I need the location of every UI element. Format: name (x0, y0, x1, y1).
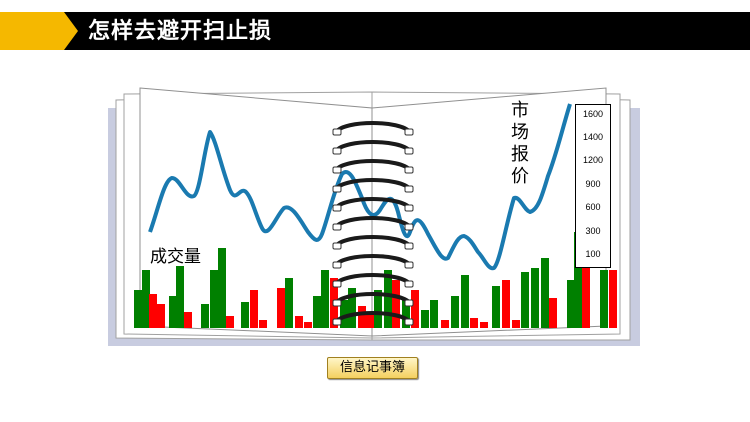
page-title: 怎样去避开扫止损 (88, 18, 273, 44)
binding-hole-right (404, 128, 414, 136)
volume-bars (134, 232, 617, 328)
binding-hole-left (332, 242, 342, 250)
volume-bar (201, 304, 209, 328)
volume-bar (521, 272, 529, 328)
binding-hole-left (332, 128, 342, 136)
spiral-binding (332, 121, 414, 326)
volume-bar (218, 248, 226, 328)
volume-bar (512, 320, 520, 328)
volume-bar (411, 290, 419, 328)
volume-bar (600, 270, 608, 328)
volume-bar (541, 258, 549, 328)
volume-bar (157, 304, 165, 328)
scale-tick: 1200 (582, 155, 604, 165)
volume-bar (321, 270, 329, 328)
binding-hole-right (404, 147, 414, 155)
volume-bar (169, 296, 177, 328)
binding-hole-right (404, 185, 414, 193)
volume-bar (582, 258, 590, 328)
volume-bar (549, 298, 557, 328)
price-label: 市场报价 (511, 100, 529, 187)
price-line (148, 103, 572, 271)
scale-tick: 100 (585, 249, 601, 259)
price-scale: 1600 1400 1200 900 600 300 100 (575, 104, 611, 268)
binding-hole-right (404, 299, 414, 307)
volume-bar (384, 270, 392, 328)
binding-hole-right (404, 261, 414, 269)
scale-tick: 600 (585, 202, 601, 212)
binding-hole-right (404, 280, 414, 288)
volume-bar (259, 320, 267, 328)
volume-bar (374, 290, 382, 328)
scale-tick: 1600 (582, 109, 604, 119)
volume-bar (402, 300, 410, 328)
volume-bar (531, 268, 539, 328)
volume-bar (285, 278, 293, 328)
binding-hole-right (404, 204, 414, 212)
volume-bar (295, 316, 303, 328)
volume-bar (340, 300, 348, 328)
volume-bar (441, 320, 449, 328)
scale-tick: 300 (585, 226, 601, 236)
volume-bar (366, 312, 374, 328)
volume-bar (609, 270, 617, 328)
volume-bar (176, 266, 184, 328)
binding-hole-left (332, 147, 342, 155)
binding-hole-right (404, 223, 414, 231)
volume-bar (421, 310, 429, 328)
volume-bar (277, 288, 285, 328)
volume-bar (392, 280, 400, 328)
binding-hole-left (332, 280, 342, 288)
volume-bar (574, 232, 582, 328)
volume-label: 成交量 (150, 247, 201, 267)
volume-bar (149, 294, 157, 328)
scale-tick: 900 (585, 179, 601, 189)
binding-hole-left (332, 261, 342, 269)
notebook-button[interactable]: 信息记事簿 (327, 357, 418, 379)
volume-bar (210, 270, 218, 328)
volume-bar (313, 296, 321, 328)
volume-bar (461, 275, 469, 328)
binding-hole-left (332, 318, 342, 326)
binding-hole-left (332, 223, 342, 231)
binding-hole-left (332, 185, 342, 193)
volume-bar (470, 318, 478, 328)
volume-bar (492, 286, 500, 328)
binding-hole-right (404, 318, 414, 326)
volume-bar (142, 270, 150, 328)
binding-hole-left (332, 204, 342, 212)
binding-hole-right (404, 242, 414, 250)
binding-hole-left (332, 299, 342, 307)
volume-bar (134, 290, 142, 328)
volume-bar (502, 280, 510, 328)
volume-bar (226, 316, 234, 328)
volume-bar (348, 288, 356, 328)
title-bar (0, 12, 750, 50)
binding-hole-left (332, 166, 342, 174)
volume-bar (358, 306, 366, 328)
title-accent-arrow (0, 12, 78, 50)
volume-bar (184, 312, 192, 328)
volume-bar (430, 300, 438, 328)
volume-bar (567, 280, 575, 328)
volume-bar (304, 322, 312, 328)
volume-bar (241, 302, 249, 328)
volume-bar (451, 296, 459, 328)
volume-bar (250, 290, 258, 328)
scale-tick: 1400 (582, 132, 604, 142)
volume-bar (480, 322, 488, 328)
binding-hole-right (404, 166, 414, 174)
